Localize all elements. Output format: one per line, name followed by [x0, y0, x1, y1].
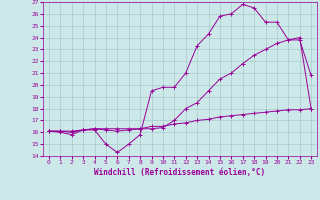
X-axis label: Windchill (Refroidissement éolien,°C): Windchill (Refroidissement éolien,°C) [94, 168, 266, 177]
